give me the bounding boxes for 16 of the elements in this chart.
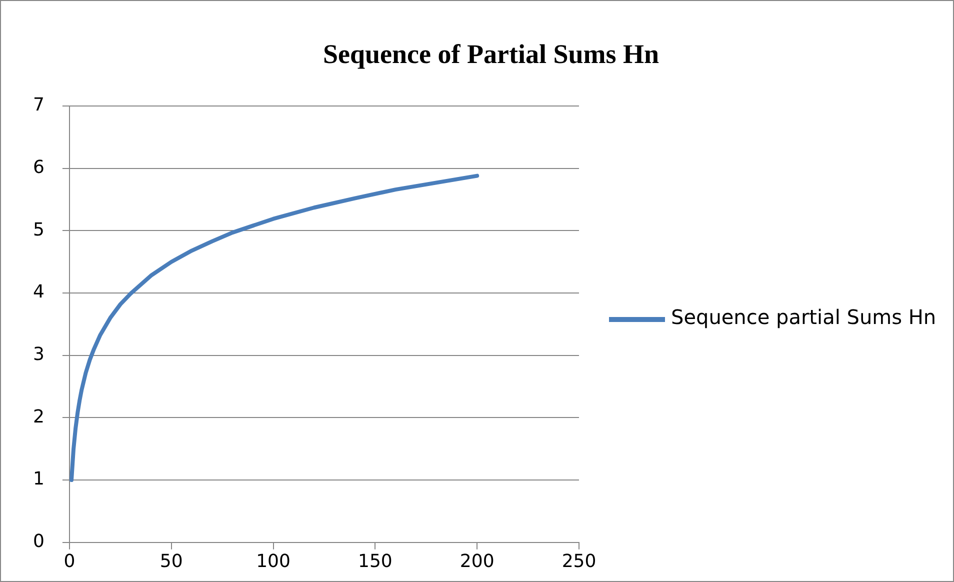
y-tick-label: 5 xyxy=(33,219,44,240)
legend-label: Sequence partial Sums Hn xyxy=(671,305,936,329)
y-tick-label: 6 xyxy=(33,157,44,178)
y-tick-label: 7 xyxy=(33,94,44,116)
y-tick-label: 2 xyxy=(33,406,44,428)
y-tick-label: 4 xyxy=(33,282,44,303)
x-tick-label: 150 xyxy=(358,550,392,572)
y-tick-label: 1 xyxy=(33,468,44,490)
x-tick-label: 250 xyxy=(562,550,596,572)
x-tick-label: 200 xyxy=(460,550,494,572)
x-tick-label: 100 xyxy=(256,550,290,572)
chart-title: Sequence of Partial Sums Hn xyxy=(322,39,660,70)
x-tick-label: 50 xyxy=(160,550,183,572)
x-tick-label: 0 xyxy=(64,550,76,572)
y-tick-label: 0 xyxy=(33,531,44,552)
y-tick-label: 3 xyxy=(33,344,44,366)
